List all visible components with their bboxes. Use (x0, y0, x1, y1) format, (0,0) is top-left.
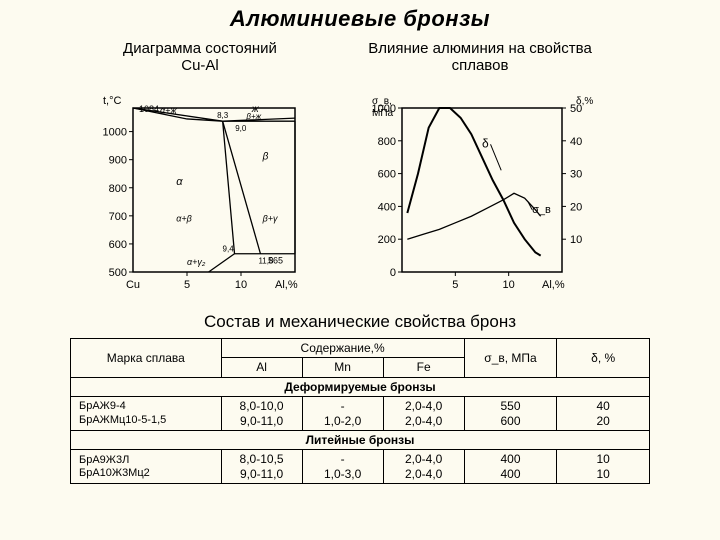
col-al: Al (221, 358, 302, 377)
svg-text:9,0: 9,0 (235, 124, 247, 133)
svg-text:20: 20 (570, 201, 582, 213)
svg-text:α: α (176, 176, 183, 188)
svg-text:10: 10 (235, 279, 247, 291)
svg-text:5: 5 (184, 279, 190, 291)
svg-text:1084: 1084 (139, 104, 159, 114)
svg-text:1000: 1000 (103, 127, 127, 139)
table-row: БрАЖ9-4БрАЖМц10-5-1,58,0-10,09,0-11,0-1,… (71, 397, 650, 431)
svg-text:5: 5 (452, 279, 458, 291)
svg-text:Al,%: Al,% (542, 279, 565, 291)
col-fe: Fe (383, 358, 464, 377)
svg-text:δ,%: δ,% (576, 96, 593, 107)
table-row: БрА9Ж3ЛБрА10Ж3Мц28,0-10,59,0-11,0-1,0-3,… (71, 450, 650, 484)
table-section: Деформируемые бронзы (71, 377, 650, 396)
svg-text:10: 10 (570, 234, 582, 246)
svg-text:β+γ: β+γ (262, 213, 278, 223)
col-mn: Mn (302, 358, 383, 377)
svg-text:500: 500 (109, 267, 127, 279)
svg-text:400: 400 (378, 201, 396, 213)
svg-text:α+β: α+β (176, 213, 192, 223)
svg-text:Cu: Cu (126, 279, 140, 291)
phase-diagram-chart: 5006007008009001000510t,°CCuAl,%1084жα+ж… (85, 90, 305, 305)
svg-text:200: 200 (378, 234, 396, 246)
subtitle-left: Диаграмма состоянийCu-Al (90, 40, 310, 75)
svg-text:Al,%: Al,% (275, 279, 298, 291)
svg-text:800: 800 (109, 183, 127, 195)
svg-text:β+ж: β+ж (245, 112, 261, 121)
svg-text:10: 10 (503, 279, 515, 291)
svg-text:σ_в,: σ_в, (372, 96, 392, 107)
col-content: Содержание,% (221, 339, 464, 358)
table-section: Литейные бронзы (71, 430, 650, 449)
svg-text:600: 600 (378, 169, 396, 181)
svg-text:α+γ₂: α+γ₂ (187, 257, 206, 267)
svg-text:700: 700 (109, 211, 127, 223)
svg-text:900: 900 (109, 155, 127, 167)
col-brand: Марка сплава (71, 339, 222, 378)
svg-text:t,°C: t,°C (103, 95, 122, 107)
svg-text:30: 30 (570, 169, 582, 181)
svg-text:9,4: 9,4 (223, 245, 235, 254)
subtitle-right: Влияние алюминия на свойствасплавов (330, 40, 630, 75)
svg-text:0: 0 (390, 267, 396, 279)
svg-text:40: 40 (570, 136, 582, 148)
svg-text:600: 600 (109, 239, 127, 251)
main-title: Алюминиевые бронзы (0, 6, 720, 32)
composition-table: Марка сплаваСодержание,%σ_в, МПаδ, % AlMn… (70, 338, 650, 484)
table-title: Состав и механические свойства бронз (0, 312, 720, 332)
svg-text:МПа: МПа (372, 108, 394, 119)
col-sigma: σ_в, МПа (464, 339, 557, 378)
svg-text:β: β (262, 152, 269, 163)
svg-text:σ_в: σ_в (532, 204, 551, 216)
svg-text:800: 800 (378, 136, 396, 148)
svg-text:11,8: 11,8 (258, 257, 274, 266)
col-delta: δ, % (557, 339, 650, 378)
svg-text:α+ж: α+ж (160, 105, 177, 115)
properties-chart: 020040060080010001020304050510σ_в,МПаδ,%… (350, 90, 610, 305)
svg-text:δ: δ (482, 136, 489, 150)
svg-text:8,3: 8,3 (217, 111, 229, 120)
